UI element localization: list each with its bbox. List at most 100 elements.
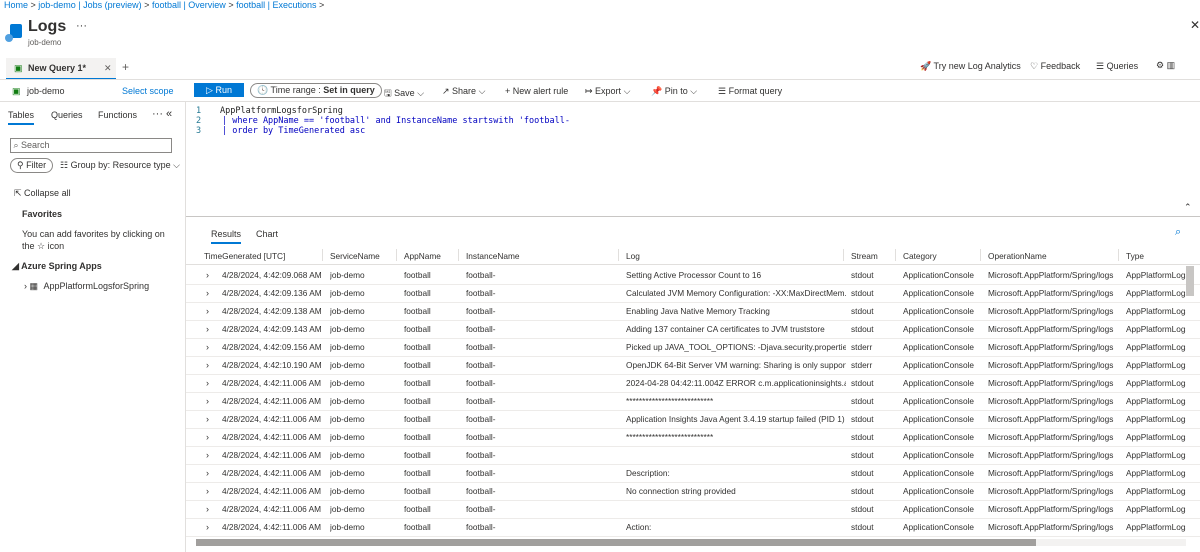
column-header[interactable]: Stream [851, 251, 878, 261]
result-row[interactable]: › 4/28/2024, 4:42:11.006 AM job-demo footba… [186, 500, 1200, 519]
crumb[interactable]: Home [4, 0, 29, 10]
cell: football [404, 522, 431, 532]
cell: ApplicationConsole [903, 342, 975, 352]
sidebar-tab[interactable]: Functions [98, 110, 138, 120]
column-header[interactable]: Type [1126, 251, 1144, 261]
sidebar-more[interactable]: ··· « [152, 108, 173, 120]
select-scope[interactable]: Select scope [122, 86, 174, 96]
result-row[interactable]: › 4/28/2024, 4:42:11.006 AM job-demo footba… [186, 446, 1200, 465]
action-label: Try new Log Analytics [933, 61, 1021, 71]
crumb[interactable]: football | Executions [236, 0, 317, 10]
cell: Microsoft.AppPlatform/Spring/logs [988, 450, 1114, 460]
cell: football- [466, 486, 496, 496]
expand-arrow[interactable]: › [206, 432, 209, 442]
cell: 4/28/2024, 4:42:11.006 AM [222, 396, 322, 406]
sidebar-tab[interactable]: Tables [8, 110, 35, 125]
results-table: TimeGenerated [UTC] ServiceName AppName Ins… [186, 246, 1200, 538]
share[interactable]: ↗ Share ⌵ [442, 86, 486, 96]
result-row[interactable]: › 4/28/2024, 4:42:11.006 AM job-demo footba… [186, 410, 1200, 429]
section-header[interactable]: ◢ Azure Spring Apps [12, 261, 102, 271]
collapse-editor[interactable]: ⌃ [1184, 202, 1192, 212]
settings[interactable]: ⚙ ▥ [1156, 60, 1176, 70]
column-header[interactable]: OperationName [988, 251, 1047, 261]
expand-arrow[interactable]: › [206, 378, 209, 388]
action-label: Queries [1106, 61, 1139, 71]
expand-arrow[interactable]: › [206, 306, 209, 316]
result-row[interactable]: › 4/28/2024, 4:42:11.006 AM job-demo footba… [186, 428, 1200, 447]
cell: stdout [851, 288, 874, 298]
cell: stdout [851, 396, 874, 406]
query-tab[interactable]: ▣ New Query 1* ✕ [6, 58, 116, 80]
results-tab[interactable]: Results [211, 229, 242, 244]
crumb[interactable]: job-demo | Jobs (preview) [38, 0, 142, 10]
search-box[interactable]: ⌕ Search [10, 138, 172, 153]
sidebar-tab[interactable]: Queries [51, 110, 83, 120]
search-results[interactable]: ⌕ [1175, 226, 1182, 238]
expand-arrow[interactable]: › [206, 522, 209, 532]
result-row[interactable]: › 4/28/2024, 4:42:11.006 AM job-demo footba… [186, 374, 1200, 393]
result-row[interactable]: › 4/28/2024, 4:42:11.006 AM job-demo footba… [186, 518, 1200, 537]
pin-to[interactable]: 📌 Pin to ⌵ [651, 86, 698, 96]
result-row[interactable]: › 4/28/2024, 4:42:09.156 AM job-demo footba… [186, 338, 1200, 357]
cell: AppPlatformLogs [1126, 450, 1186, 460]
column-divider [895, 249, 896, 261]
cell: 4/28/2024, 4:42:09.143 AM [222, 324, 322, 334]
new-alert[interactable]: + New alert rule [505, 86, 569, 96]
format-query[interactable]: ☰ Format query [718, 86, 783, 96]
column-divider [618, 249, 619, 261]
close-button[interactable]: ✕ [1190, 18, 1200, 32]
export[interactable]: ↦ Export ⌵ [585, 86, 631, 96]
column-header[interactable]: Category [903, 251, 937, 261]
chart-tab[interactable]: Chart [256, 229, 279, 239]
result-row[interactable]: › 4/28/2024, 4:42:09.138 AM job-demo footba… [186, 302, 1200, 321]
column-divider [322, 249, 323, 261]
expand-arrow[interactable]: › [206, 288, 209, 298]
column-header[interactable]: ServiceName [330, 251, 380, 261]
expand-arrow[interactable]: › [206, 360, 209, 370]
h-scrollbar-thumb[interactable] [196, 539, 1036, 546]
more-button[interactable]: ··· [76, 20, 87, 32]
column-header[interactable]: Log [626, 251, 640, 261]
cell: football [404, 486, 431, 496]
group-by[interactable]: ☷ Group by: Resource type ⌵ [60, 160, 180, 170]
crumb[interactable]: football | Overview [151, 0, 226, 10]
favorites-title: Favorites [22, 209, 63, 219]
expand-arrow[interactable]: › [206, 396, 209, 406]
cell: ApplicationConsole [903, 396, 975, 406]
result-row[interactable]: › 4/28/2024, 4:42:09.136 AM job-demo footba… [186, 284, 1200, 303]
queries[interactable]: ☰ Queries [1096, 61, 1139, 71]
expand-arrow[interactable]: › [206, 504, 209, 514]
cell: football- [466, 342, 496, 352]
save[interactable]: 🖫 Save ⌵ [384, 88, 425, 98]
table-item[interactable]: › ▦ AppPlatformLogsforSpring [24, 281, 150, 291]
expand-arrow[interactable]: › [206, 486, 209, 496]
expand-arrow[interactable]: › [206, 342, 209, 352]
result-row[interactable]: › 4/28/2024, 4:42:09.143 AM job-demo footba… [186, 320, 1200, 339]
cell: AppPlatformLogs [1126, 306, 1186, 316]
column-header[interactable]: AppName [404, 251, 441, 261]
run-button[interactable]: ▷ Run [194, 83, 244, 97]
cell: job-demo [330, 324, 365, 334]
expand-arrow[interactable]: › [206, 450, 209, 460]
expand-arrow[interactable]: › [206, 324, 209, 334]
time-range[interactable]: 🕓 Time range : Set in query [250, 83, 382, 98]
result-row[interactable]: › 4/28/2024, 4:42:11.006 AM job-demo footba… [186, 392, 1200, 411]
expand-arrow[interactable]: › [206, 414, 209, 424]
cell: stdout [851, 450, 874, 460]
expand-arrow[interactable]: › [206, 468, 209, 478]
filter-button[interactable]: ⚲ Filter [10, 158, 54, 173]
column-header[interactable]: TimeGenerated [UTC] [204, 251, 286, 261]
try-new[interactable]: 🚀 Try new Log Analytics [920, 61, 1021, 71]
v-scrollbar[interactable] [1186, 266, 1194, 296]
cell: 4/28/2024, 4:42:09.156 AM [222, 342, 322, 352]
cell: football [404, 306, 431, 316]
result-row[interactable]: › 4/28/2024, 4:42:11.006 AM job-demo footba… [186, 464, 1200, 483]
expand-arrow[interactable]: › [206, 270, 209, 280]
feedback[interactable]: ♡ Feedback [1030, 61, 1081, 71]
collapse-all[interactable]: ⇱ Collapse all [14, 188, 71, 198]
result-row[interactable]: › 4/28/2024, 4:42:11.006 AM job-demo footba… [186, 482, 1200, 501]
result-row[interactable]: › 4/28/2024, 4:42:10.190 AM job-demo footba… [186, 356, 1200, 375]
column-header[interactable]: InstanceName [466, 251, 520, 261]
result-row[interactable]: › 4/28/2024, 4:42:09.068 AM job-demo footba… [186, 266, 1200, 285]
add-tab[interactable]: + [122, 60, 130, 74]
